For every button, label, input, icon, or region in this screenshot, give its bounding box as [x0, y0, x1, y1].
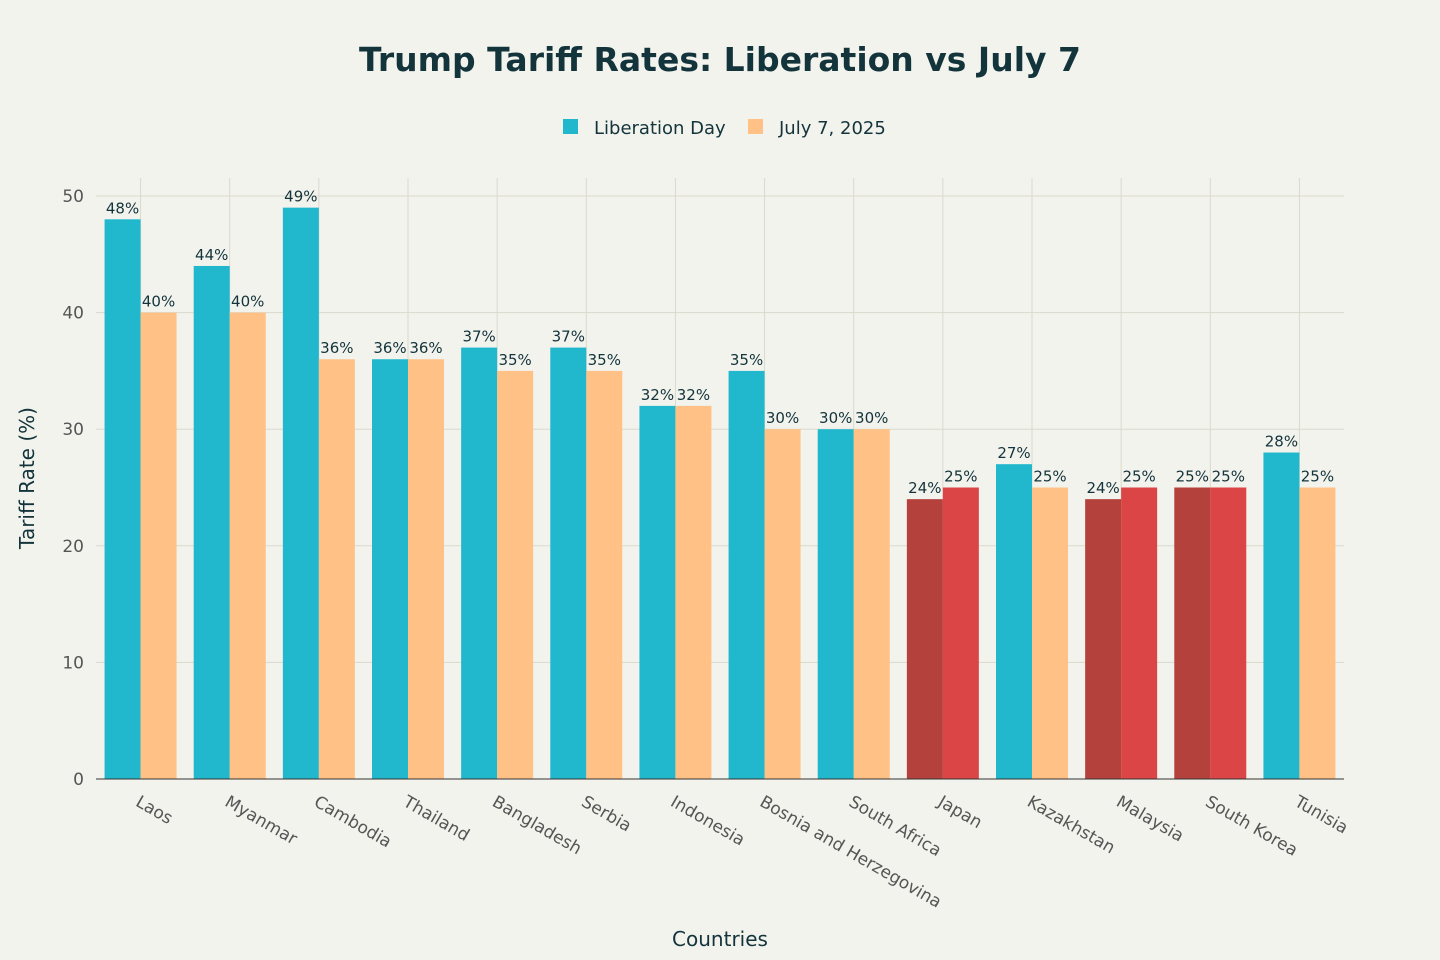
bar-july-7-bangladesh [497, 370, 534, 779]
data-label: 36% [373, 339, 406, 357]
x-tick-label: Tunisia [1290, 792, 1351, 839]
bar-liberation-day-kazakhstan [996, 464, 1032, 779]
bar-liberation-day-cambodia [282, 207, 319, 779]
bar-liberation-day-serbia [550, 347, 587, 779]
bar-liberation-day-tunisia [1263, 452, 1300, 779]
x-tick-label: Malaysia [1113, 792, 1187, 846]
data-label: 25% [1176, 468, 1209, 486]
x-tick-label: Indonesia [667, 792, 748, 850]
data-label: 28% [1265, 433, 1298, 451]
data-label: 32% [677, 386, 710, 404]
data-label: 25% [1033, 468, 1066, 486]
data-label: 25% [1122, 468, 1155, 486]
bar-liberation-day-bangladesh [461, 347, 498, 779]
x-axis-title: Countries [672, 927, 768, 951]
legend-swatch-july-7 [748, 119, 763, 134]
data-labels: 48%40%44%40%49%36% 36% 36%37%35%37%35%32% 3… [106, 188, 1334, 498]
data-label: 25% [1212, 468, 1245, 486]
bar-july-7-south-korea [1210, 487, 1247, 779]
y-tick-label: 0 [73, 770, 84, 790]
data-label: 44% [195, 246, 228, 264]
legend: Liberation Day July 7, 2025 [563, 118, 886, 139]
x-tick-label: Bangladesh [489, 792, 585, 859]
y-tick-label: 20 [62, 537, 84, 557]
data-label: 36% [409, 339, 442, 357]
data-label: 40% [231, 293, 264, 311]
y-tick-label: 50 [62, 187, 84, 207]
data-label: 30% [855, 409, 888, 427]
bar-july-7-myanmar [229, 312, 266, 779]
data-label: 24% [908, 479, 941, 497]
bar-july-7-cambodia [318, 359, 355, 779]
x-tick-label: Japan [933, 792, 985, 834]
bar-july-7-malaysia [1121, 487, 1158, 779]
data-label: 30% [766, 409, 799, 427]
bar-july-7-japan [942, 487, 979, 779]
bar-july-7-bosnia-and-herzegovina [764, 429, 801, 779]
bar-july-7-indonesia [675, 405, 712, 779]
bar-liberation-day-bosnia-and-herzegovina [728, 370, 765, 779]
bar-liberation-day-south-korea [1174, 487, 1211, 779]
data-label: 40% [142, 293, 175, 311]
bar-july-7-thailand [408, 359, 444, 779]
data-label: 25% [1301, 468, 1334, 486]
x-tick-label: Thailand [399, 792, 473, 846]
bar-july-7-kazakhstan [1032, 487, 1068, 779]
x-tick-label: Myanmar [221, 792, 300, 849]
bar-liberation-day-thailand [372, 359, 408, 779]
chart-title: Trump Tariff Rates: Liberation vs July 7 [359, 40, 1081, 79]
x-tick-label: Laos [132, 792, 176, 829]
data-label: 37% [552, 328, 585, 346]
data-label: 49% [284, 188, 317, 206]
bar-july-7-south-africa [853, 429, 890, 779]
x-tick-label: Cambodia [310, 792, 394, 852]
bar-liberation-day-malaysia [1085, 499, 1122, 779]
bar-liberation-day-myanmar [193, 265, 230, 780]
data-label: 35% [498, 351, 531, 369]
y-axis-title: Tariff Rate (%) [15, 407, 39, 550]
data-label: 24% [1086, 479, 1119, 497]
data-label: 36% [320, 339, 353, 357]
bar-liberation-day-laos [104, 219, 141, 779]
bar-july-7-laos [140, 312, 177, 779]
y-tick-label: 40 [62, 304, 84, 324]
bar-liberation-day-south-africa [817, 429, 854, 779]
legend-swatch-liberation-day [563, 119, 578, 134]
data-label: 32% [641, 386, 674, 404]
x-tick-label: South Korea [1202, 792, 1301, 861]
bar-liberation-day-japan [906, 499, 943, 779]
data-label: 25% [944, 468, 977, 486]
legend-label-liberation-day[interactable]: Liberation Day [594, 118, 726, 139]
data-label: 35% [588, 351, 621, 369]
bars [104, 207, 1336, 780]
data-label: 35% [730, 351, 763, 369]
y-tick-label: 10 [62, 653, 84, 673]
y-tick-label: 30 [62, 420, 84, 440]
data-label: 30% [819, 409, 852, 427]
bar-liberation-day-indonesia [639, 405, 676, 779]
bar-july-7-serbia [586, 370, 623, 779]
data-label: 27% [997, 444, 1030, 462]
data-label: 37% [462, 328, 495, 346]
legend-label-july-7[interactable]: July 7, 2025 [778, 118, 886, 139]
bar-july-7-tunisia [1299, 487, 1336, 779]
x-tick-label: Serbia [578, 792, 635, 836]
data-label: 48% [106, 199, 139, 217]
x-tick-label: Kazakhstan [1024, 792, 1119, 858]
